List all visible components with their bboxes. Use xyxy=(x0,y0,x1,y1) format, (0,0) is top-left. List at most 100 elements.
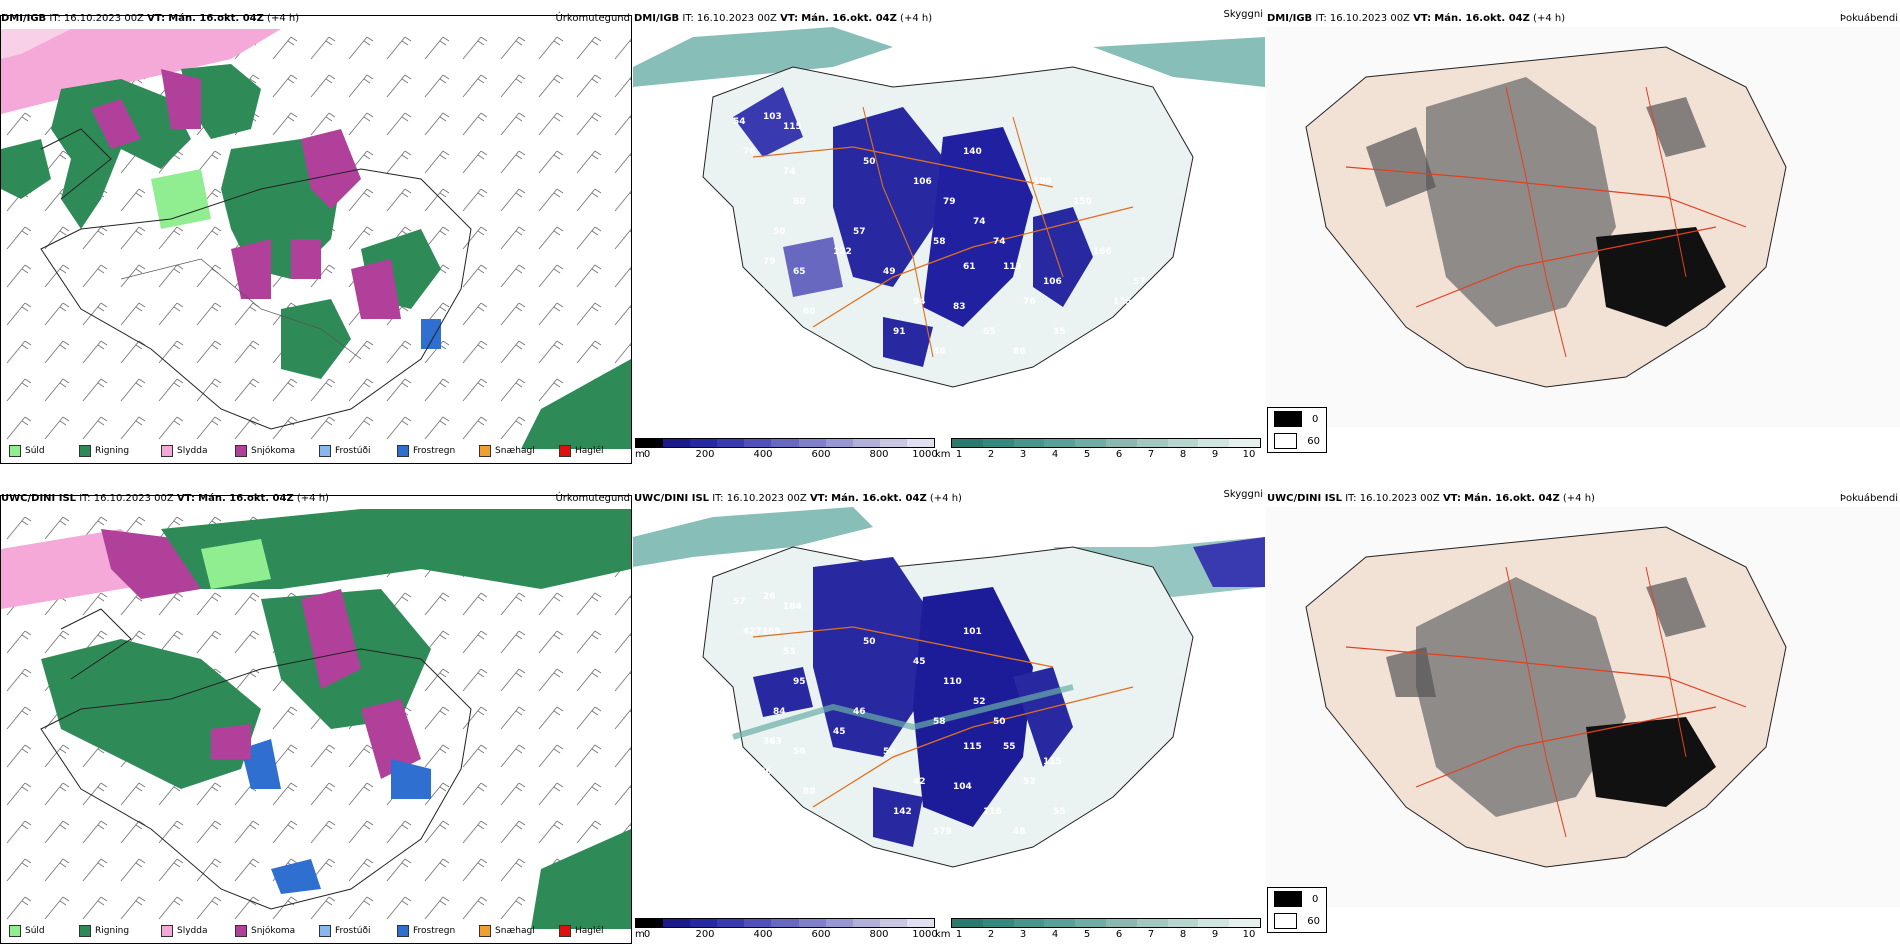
it-label: IT: xyxy=(1315,13,1327,24)
colorbar-m: m 0 200 400 600 800 1000 xyxy=(635,438,938,462)
visibility-value-label: 53 xyxy=(783,647,796,657)
legend-label: Snjókoma xyxy=(251,446,296,456)
colorbar-km-ticks: km 1 2 3 4 5 6 7 8 9 10 xyxy=(935,928,1261,942)
visibility-value-label: 427369 xyxy=(743,627,781,637)
visibility-value-label: 65 xyxy=(793,267,806,277)
it-label: IT: xyxy=(49,13,61,24)
model-name: DMI/IGB xyxy=(634,13,680,24)
visibility-value-label: 50 xyxy=(863,157,876,167)
visibility-map xyxy=(633,507,1265,868)
colorbar-km-cells xyxy=(951,438,1261,448)
precip-type-panel-2: UWC/DINI ISL IT: 16.10.2023 00Z VT: Mán.… xyxy=(0,492,632,944)
swatch xyxy=(235,925,247,937)
visibility-value-label: 50 xyxy=(993,717,1006,727)
visibility-value-label: 122 xyxy=(833,247,852,257)
visibility-value-label: 109 xyxy=(1033,177,1052,187)
legend-label: Frostregn xyxy=(413,446,456,456)
tick: 5 xyxy=(1083,929,1091,940)
colorbar-km: km 1 2 3 4 5 6 7 8 9 10 xyxy=(935,918,1261,942)
visibility-value-label: 115 xyxy=(783,122,802,132)
visibility-value-label: 50 xyxy=(883,747,896,757)
swatch xyxy=(235,445,247,457)
vt-label: VT: xyxy=(176,493,195,504)
tick: 2 xyxy=(987,449,995,460)
visibility-value-label: 184 xyxy=(783,602,802,612)
it-value: 16.10.2023 00Z xyxy=(726,493,807,504)
visibility-value-label: 84 xyxy=(773,707,786,717)
visibility-value-label: 54 xyxy=(733,117,746,127)
fog-legend-row: 0 xyxy=(1268,408,1326,430)
legend-label: Snjókoma xyxy=(251,926,296,936)
panel-header: UWC/DINI ISL IT: 16.10.2023 00Z VT: Mán.… xyxy=(634,492,1265,506)
tick: 400 xyxy=(753,929,773,940)
legend-item-frostudi: Frostúði xyxy=(319,925,370,937)
swatch xyxy=(559,445,571,457)
colorbar-m-ticks: m 0 200 400 600 800 1000 xyxy=(635,448,938,462)
it-value: 16.10.2023 00Z xyxy=(63,13,144,24)
tick: 800 xyxy=(869,449,889,460)
visibility-value-label: 79 xyxy=(763,257,776,267)
precip-map xyxy=(1,29,631,449)
tick: 0 xyxy=(643,449,651,460)
fog-legend-label: 0 xyxy=(1312,893,1319,905)
vt-label: VT: xyxy=(1413,13,1432,24)
it-label: IT: xyxy=(79,493,91,504)
colorbar-m-cells xyxy=(635,918,935,928)
legend-item-frostregn: Frostregn xyxy=(397,445,455,457)
visibility-value-label: 55 xyxy=(1003,742,1016,752)
tick: 8 xyxy=(1179,449,1187,460)
legend-item-rigning: Rigning xyxy=(79,445,129,457)
legend-item-snjokoma: Snjókoma xyxy=(235,925,295,937)
vt-value: Mán. 16.okt. 04Z xyxy=(1434,13,1530,24)
vt-label: VT: xyxy=(809,493,828,504)
tick: 400 xyxy=(753,449,773,460)
colorbar-m: m 0 200 400 600 800 1000 xyxy=(635,918,938,942)
visibility-value-label: 76 xyxy=(1023,297,1036,307)
tick: 9 xyxy=(1211,449,1219,460)
visibility-value-label: 52 xyxy=(973,697,986,707)
visibility-value-label: 101 xyxy=(963,627,982,637)
vt-value: Mán. 16.okt. 04Z xyxy=(801,13,897,24)
swatch xyxy=(1274,411,1302,427)
visibility-value-label: 116 xyxy=(983,807,1002,817)
legend-item-rigning: Rigning xyxy=(79,925,129,937)
visibility-value-label: 88 xyxy=(803,787,816,797)
visibility-value-label: 57 xyxy=(853,227,866,237)
visibility-value-label: 94 xyxy=(913,297,926,307)
tick: 2 xyxy=(987,929,995,940)
panel-header: UWC/DINI ISL IT: 16.10.2023 00Z VT: Mán.… xyxy=(1,492,632,506)
vt-label: VT: xyxy=(147,13,166,24)
visibility-value-label: 46 xyxy=(853,707,866,717)
visibility-value-label: 50 xyxy=(863,637,876,647)
colorbar-km: km 1 2 3 4 5 6 7 8 9 10 xyxy=(935,438,1261,462)
tick: 7 xyxy=(1147,929,1155,940)
swatch xyxy=(9,925,21,937)
panel-title: Þokuábendi xyxy=(1839,493,1898,504)
tick: 4 xyxy=(1051,929,1059,940)
legend-label: Rigning xyxy=(95,446,130,456)
visibility-value-label: 45 xyxy=(833,727,846,737)
precip-map-frame: Súld Rigning Slydda Snjókoma Frostúði Fr… xyxy=(0,495,632,944)
precip-legend: Súld Rigning Slydda Snjókoma Frostúði Fr… xyxy=(1,438,631,464)
visibility-value-label: 48 xyxy=(1013,827,1026,837)
swatch xyxy=(479,445,491,457)
legend-item-slydda: Slydda xyxy=(161,445,207,457)
lead-time: (+4 h) xyxy=(900,13,933,24)
visibility-value-label: 579 xyxy=(933,827,952,837)
tick: 800 xyxy=(869,929,889,940)
legend-item-frostudi: Frostúði xyxy=(319,445,370,457)
vt-value: Mán. 16.okt. 04Z xyxy=(168,13,264,24)
visibility-value-label: 95 xyxy=(793,677,806,687)
colorbar-km-ticks: km 1 2 3 4 5 6 7 8 9 10 xyxy=(935,448,1261,462)
visibility-value-label: 74 xyxy=(993,237,1006,247)
visibility-map xyxy=(633,27,1265,388)
swatch xyxy=(479,925,491,937)
visibility-value-label: 58 xyxy=(933,717,946,727)
swatch xyxy=(319,925,331,937)
tick: 3 xyxy=(1019,929,1027,940)
legend-label: Frostúði xyxy=(335,926,371,936)
legend-label: Frostregn xyxy=(413,926,456,936)
legend-item-sudl: Súld xyxy=(9,445,45,457)
lead-time: (+4 h) xyxy=(296,493,329,504)
visibility-value-label: 106 xyxy=(1043,277,1062,287)
